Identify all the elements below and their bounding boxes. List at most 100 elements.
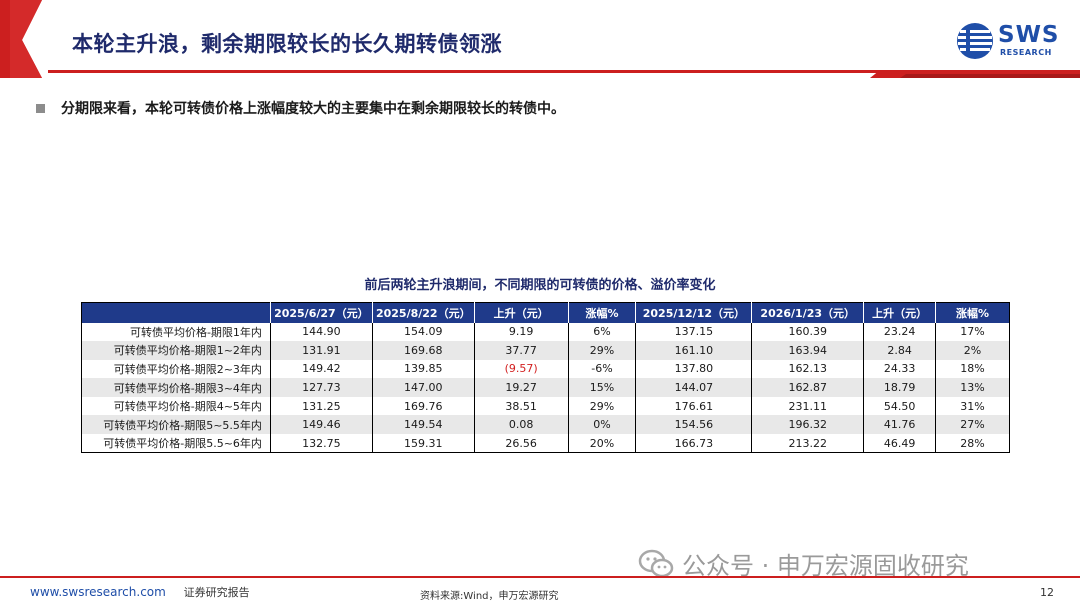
row-label: 可转债平均价格-期限1年内 [81, 322, 271, 342]
table-cell: 231.11 [751, 396, 865, 416]
table-cell: 15% [568, 378, 637, 397]
table-row: 可转债平均价格-期限3~4年内 127.73 147.00 19.27 15% … [81, 378, 1010, 397]
header-cell: 涨幅% [935, 302, 1010, 323]
table-cell: 149.46 [270, 415, 373, 435]
report-type: 证券研究报告 [183, 586, 250, 599]
data-table: 2025/6/27（元） 2025/8/22（元） 上升（元） 涨幅% 2025… [81, 302, 1010, 454]
footer-left: www.swsresearch.com 证券研究报告 [30, 584, 250, 600]
row-label: 可转债平均价格-期限2~3年内 [81, 359, 271, 379]
table-cell: 149.42 [270, 359, 373, 379]
table-cell: 24.33 [863, 359, 937, 379]
table-cell: 19.27 [474, 378, 569, 397]
table-title: 前后两轮主升浪期间，不同期限的可转债的价格、溢价率变化 [364, 278, 716, 293]
table-cell: 37.77 [474, 341, 569, 360]
watermark-text: 公众号 · 申万宏源固收研究 [682, 552, 969, 580]
header-cell: 上升（元） [474, 302, 569, 323]
table-row: 可转债平均价格-期限2~3年内 149.42 139.85 (9.57) -6%… [81, 359, 1010, 379]
table-cell: 162.87 [751, 378, 865, 397]
table-cell: 162.13 [751, 359, 865, 379]
table-cell: 147.00 [372, 378, 475, 397]
row-label: 可转债平均价格-期限3~4年内 [81, 378, 271, 397]
table-cell: 149.54 [372, 415, 475, 435]
table-cell: 46.49 [863, 434, 937, 454]
table-row: 可转债平均价格-期限5.5~6年内 132.75 159.31 26.56 20… [81, 434, 1010, 454]
table-row: 可转债平均价格-期限4~5年内 131.25 169.76 38.51 29% … [81, 396, 1010, 416]
logo-text: SWS [998, 22, 1060, 48]
table-cell: 161.10 [635, 341, 753, 360]
page-title: 本轮主升浪，剩余期限较长的长久期转债领涨 [72, 32, 502, 56]
table-cell: 28% [935, 434, 1010, 454]
table-cell: 38.51 [474, 396, 569, 416]
table-cell: 159.31 [372, 434, 475, 454]
header-cell: 2025/12/12（元） [635, 302, 753, 323]
table-cell: 18.79 [863, 378, 937, 397]
header-cell: 涨幅% [568, 302, 637, 323]
header-frame [0, 0, 1080, 78]
table-cell: 213.22 [751, 434, 865, 454]
bullet-text: 分期限来看，本轮可转债价格上涨幅度较大的主要集中在剩余期限较长的转债中。 [61, 101, 565, 117]
table-cell: 166.73 [635, 434, 753, 454]
table-cell: 169.68 [372, 341, 475, 360]
bullet-point: 分期限来看，本轮可转债价格上涨幅度较大的主要集中在剩余期限较长的转债中。 [36, 98, 565, 118]
footer-rule [0, 576, 1080, 578]
table-cell: 137.80 [635, 359, 753, 379]
table-cell: 144.90 [270, 322, 373, 342]
row-label: 可转债平均价格-期限4~5年内 [81, 396, 271, 416]
logo-subtext: RESEARCH [1000, 48, 1052, 57]
table-cell: 54.50 [863, 396, 937, 416]
data-source: 资料来源:Wind，申万宏源研究 [420, 591, 559, 602]
table-row: 可转债平均价格-期限5~5.5年内 149.46 149.54 0.08 0% … [81, 415, 1010, 435]
sws-globe-icon [957, 23, 993, 59]
table-cell: 27% [935, 415, 1010, 435]
wechat-watermark: 公众号 · 申万宏源固收研究 [638, 546, 969, 581]
table-cell: 144.07 [635, 378, 753, 397]
header-cell: 2026/1/23（元） [751, 302, 865, 323]
table-cell: 17% [960, 325, 985, 339]
table-cell: 137.15 [635, 322, 753, 342]
table-cell: 131.25 [270, 396, 373, 416]
row-label: 可转债平均价格-期限1~2年内 [81, 341, 271, 360]
table-cell: 26.56 [474, 434, 569, 454]
header-cell: 2025/8/22（元） [372, 302, 475, 323]
header-cell [81, 302, 271, 323]
table-cell: 196.32 [751, 415, 865, 435]
table-cell: -6% [568, 359, 637, 379]
table-cell: 18% [960, 362, 985, 376]
table-cell: 169.76 [372, 396, 475, 416]
table-cell: 131.91 [270, 341, 373, 360]
table-cell: 0.08 [474, 415, 569, 435]
table-cell: 29% [568, 396, 637, 416]
table-cell: 154.09 [372, 322, 475, 342]
table-cell: 176.61 [635, 396, 753, 416]
slide-header: 本轮主升浪，剩余期限较长的长久期转债领涨 SWS RESEARCH [0, 0, 1080, 80]
table-cell: 23.24 [863, 322, 937, 342]
table-header-row: 2025/6/27（元） 2025/8/22（元） 上升（元） 涨幅% 2025… [81, 302, 1010, 323]
row-label: 可转债平均价格-期限5.5~6年内 [81, 434, 271, 454]
table-cell: 163.94 [751, 341, 865, 360]
table-cell: 20% [568, 434, 637, 454]
table-cell: 0% [568, 415, 637, 435]
table-cell: 9.19 [474, 322, 569, 342]
row-label: 可转债平均价格-期限5~5.5年内 [81, 415, 271, 435]
table-cell: 160.39 [751, 322, 865, 342]
table-cell: 29% [568, 341, 637, 360]
table-row: 可转债平均价格-期限1年内 144.90 154.09 9.19 6% 137.… [81, 322, 1010, 342]
table-cell: 2% [935, 341, 1010, 360]
header-cell: 上升（元） [863, 302, 937, 323]
bullet-square-icon [36, 103, 45, 113]
table-cell: 127.73 [270, 378, 373, 397]
table-cell: 154.56 [635, 415, 753, 435]
wechat-icon [638, 549, 674, 577]
table-cell: 6% [568, 322, 637, 342]
negative-value-cell: (9.57) [474, 359, 569, 379]
table-row: 可转债平均价格-期限1~2年内 131.91 169.68 37.77 29% … [81, 341, 1010, 360]
sws-logo: SWS RESEARCH [956, 22, 1066, 62]
table-cell: 2.84 [863, 341, 937, 360]
website-link[interactable]: www.swsresearch.com [30, 585, 166, 599]
table-cell: 132.75 [270, 434, 373, 454]
table-cell: 31% [960, 399, 985, 413]
table-cell: 41.76 [863, 415, 937, 435]
table-cell: 139.85 [372, 359, 475, 379]
table-cell: 13% [935, 378, 1010, 397]
page-number: 12 [1040, 586, 1054, 599]
